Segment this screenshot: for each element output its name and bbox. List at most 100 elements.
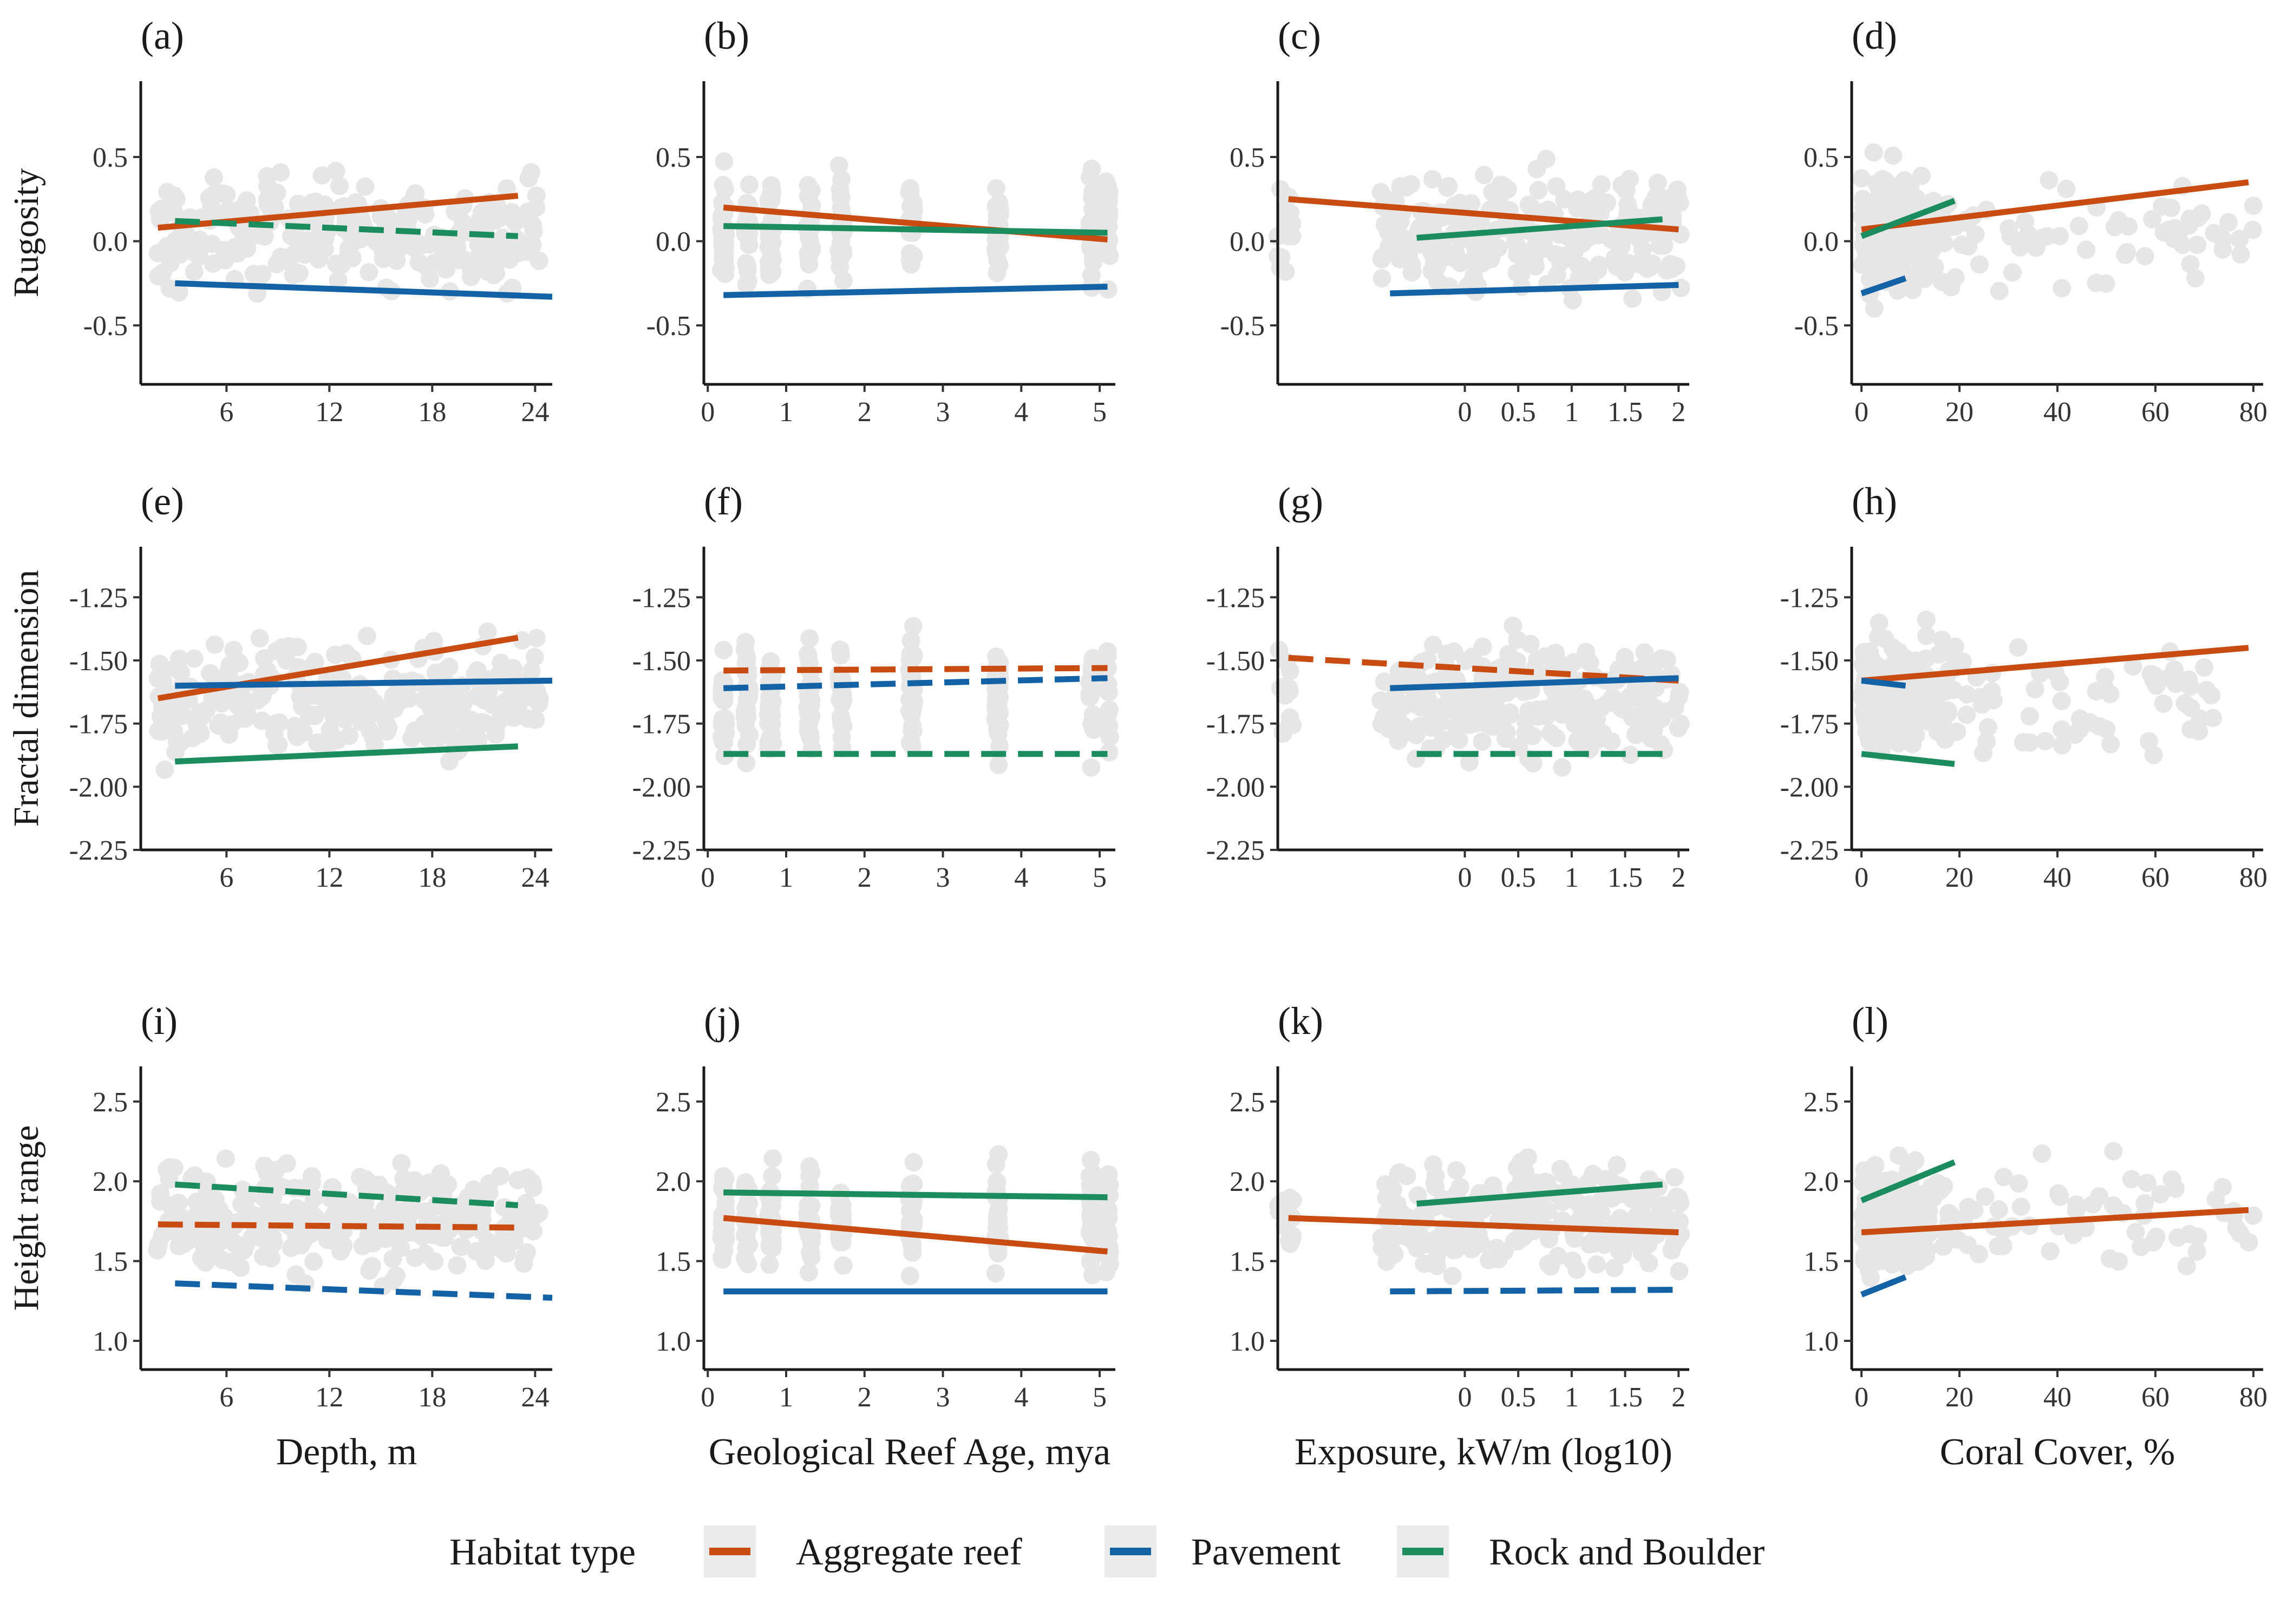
data-point	[1380, 1226, 1399, 1245]
data-point	[1460, 753, 1479, 772]
data-point	[986, 680, 1005, 699]
data-point	[737, 254, 756, 273]
data-point	[490, 235, 509, 254]
data-point	[1905, 265, 1924, 284]
x-tick-label: 20	[1945, 862, 1974, 893]
data-point	[713, 1250, 732, 1269]
data-point	[1534, 233, 1553, 252]
data-point	[1469, 1224, 1488, 1243]
x-tick-label: 40	[2043, 397, 2072, 428]
data-point	[1863, 260, 1881, 278]
data-point	[416, 1245, 435, 1263]
data-point	[454, 690, 473, 709]
data-point	[988, 206, 1007, 225]
data-point	[286, 716, 304, 735]
data-point	[209, 716, 228, 735]
data-point	[1976, 1187, 1995, 1206]
data-point	[1670, 193, 1689, 212]
data-point	[1935, 234, 1953, 252]
data-point	[1881, 1194, 1900, 1213]
data-point	[1423, 219, 1442, 238]
data-point	[1535, 700, 1554, 719]
data-point	[831, 707, 850, 726]
data-point	[832, 233, 851, 252]
data-point	[473, 203, 492, 222]
y-tick-label: -1.75	[1780, 709, 1839, 740]
data-point	[165, 722, 184, 741]
data-point	[1854, 643, 1873, 662]
data-point	[2001, 227, 2020, 246]
data-point	[1853, 1205, 1872, 1224]
data-point	[336, 710, 355, 729]
panel-g: (g)-1.25-1.50-1.75-2.00-2.250 0.5 1 1.5 2	[1206, 480, 1690, 893]
data-point	[801, 696, 820, 715]
data-point	[2050, 1187, 2069, 1206]
data-point	[384, 687, 403, 705]
data-point	[266, 1161, 285, 1180]
data-point	[343, 248, 362, 267]
data-point	[1870, 1200, 1889, 1219]
data-point	[1900, 1195, 1919, 1214]
data-point	[735, 640, 754, 659]
x-tick-label: 4	[1014, 1382, 1028, 1413]
data-point	[1428, 271, 1447, 290]
data-point	[1902, 654, 1921, 673]
data-point	[1859, 660, 1878, 679]
data-point	[1387, 236, 1406, 255]
data-point	[172, 1225, 191, 1244]
data-point	[1563, 291, 1582, 310]
data-point	[237, 1189, 256, 1208]
data-point	[1878, 710, 1897, 729]
data-point	[346, 1209, 365, 1228]
data-point	[1579, 200, 1598, 219]
data-point	[798, 1203, 817, 1222]
data-point	[262, 1249, 281, 1268]
data-point	[799, 1206, 817, 1224]
data-point	[762, 706, 781, 725]
data-point	[1598, 193, 1616, 212]
data-point	[265, 198, 284, 217]
data-point	[763, 1221, 782, 1240]
data-point	[288, 728, 306, 746]
data-point	[1868, 235, 1887, 254]
data-point	[1649, 1209, 1668, 1228]
y-tick-label: -1.25	[1206, 582, 1265, 613]
data-point	[1628, 683, 1647, 702]
data-point	[1400, 243, 1419, 261]
data-point	[2064, 1225, 2083, 1244]
data-point	[1482, 246, 1501, 265]
data-point	[331, 1242, 350, 1261]
data-point	[800, 629, 819, 648]
data-point	[1938, 701, 1957, 720]
data-point	[904, 1210, 923, 1229]
y-tick-label: -2.00	[632, 772, 691, 803]
data-point	[1855, 197, 1874, 216]
data-point	[436, 1212, 455, 1231]
x-tick-label: 1	[1565, 862, 1579, 893]
data-point	[488, 207, 507, 226]
data-point	[904, 202, 923, 221]
data-point	[1918, 240, 1937, 259]
data-point	[1860, 1213, 1879, 1232]
data-point	[1636, 1237, 1655, 1256]
data-point	[324, 1206, 343, 1224]
data-point	[989, 201, 1008, 220]
data-point	[1546, 692, 1565, 711]
data-point	[1914, 678, 1933, 697]
data-point	[212, 694, 231, 713]
data-point	[2014, 733, 2033, 752]
data-point	[1857, 1247, 1876, 1266]
data-point	[901, 183, 920, 202]
data-point	[1399, 250, 1417, 269]
data-point	[149, 1235, 168, 1254]
x-tick-label: 1	[779, 397, 793, 428]
data-point	[368, 1215, 387, 1234]
data-point	[504, 659, 522, 678]
data-point	[991, 200, 1009, 219]
data-point	[1098, 239, 1117, 258]
data-point	[834, 717, 853, 735]
data-point	[1280, 662, 1299, 680]
data-point	[988, 1172, 1007, 1191]
data-point	[802, 240, 821, 259]
